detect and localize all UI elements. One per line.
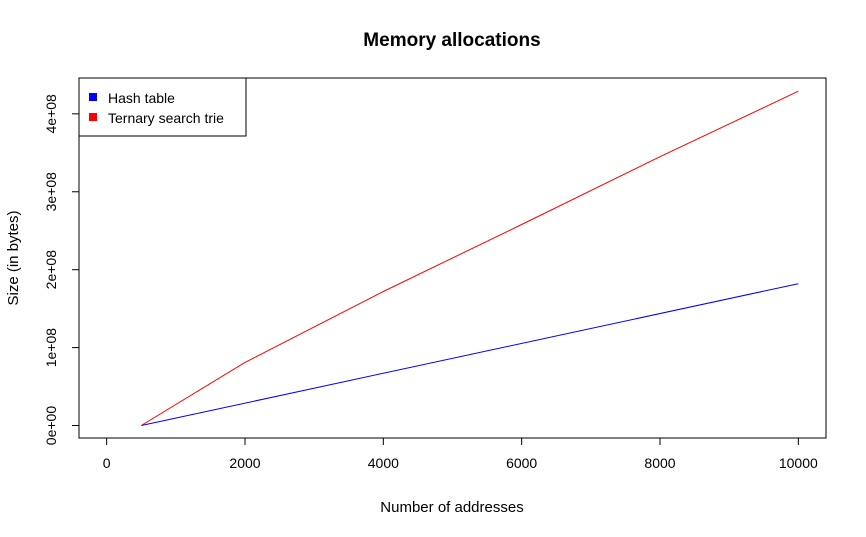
legend-label-1: Ternary search trie [108,110,224,126]
x-tick-label: 8000 [644,455,675,471]
legend: Hash table Ternary search trie [78,77,247,137]
legend-swatch-0 [89,93,97,101]
y-tick-label: 3e+08 [43,172,59,212]
x-tick-label: 4000 [368,455,399,471]
legend-label-0: Hash table [108,90,175,106]
x-axis-label: Number of addresses [380,499,523,516]
chart-title: Memory allocations [363,30,540,51]
y-tick-label: 1e+08 [43,328,59,368]
x-tick-label: 0 [103,455,111,471]
x-tick-label: 2000 [229,455,260,471]
y-tick-label: 0e+00 [43,406,59,446]
legend-swatch-1 [89,113,97,121]
series-layer [141,90,799,426]
series-line-1 [141,90,799,426]
y-tick-label: 2e+08 [43,250,59,290]
y-axis-label: Size (in bytes) [5,210,22,305]
y-axis: 0e+00 1e+08 2e+08 3e+08 4e+08 [43,94,80,446]
x-tick-label: 6000 [506,455,537,471]
y-tick-label: 4e+08 [43,94,59,134]
series-line-0 [141,283,799,426]
x-axis: 0 2000 4000 6000 8000 10000 [103,437,818,471]
x-tick-label: 10000 [779,455,818,471]
legend-box [78,77,247,137]
